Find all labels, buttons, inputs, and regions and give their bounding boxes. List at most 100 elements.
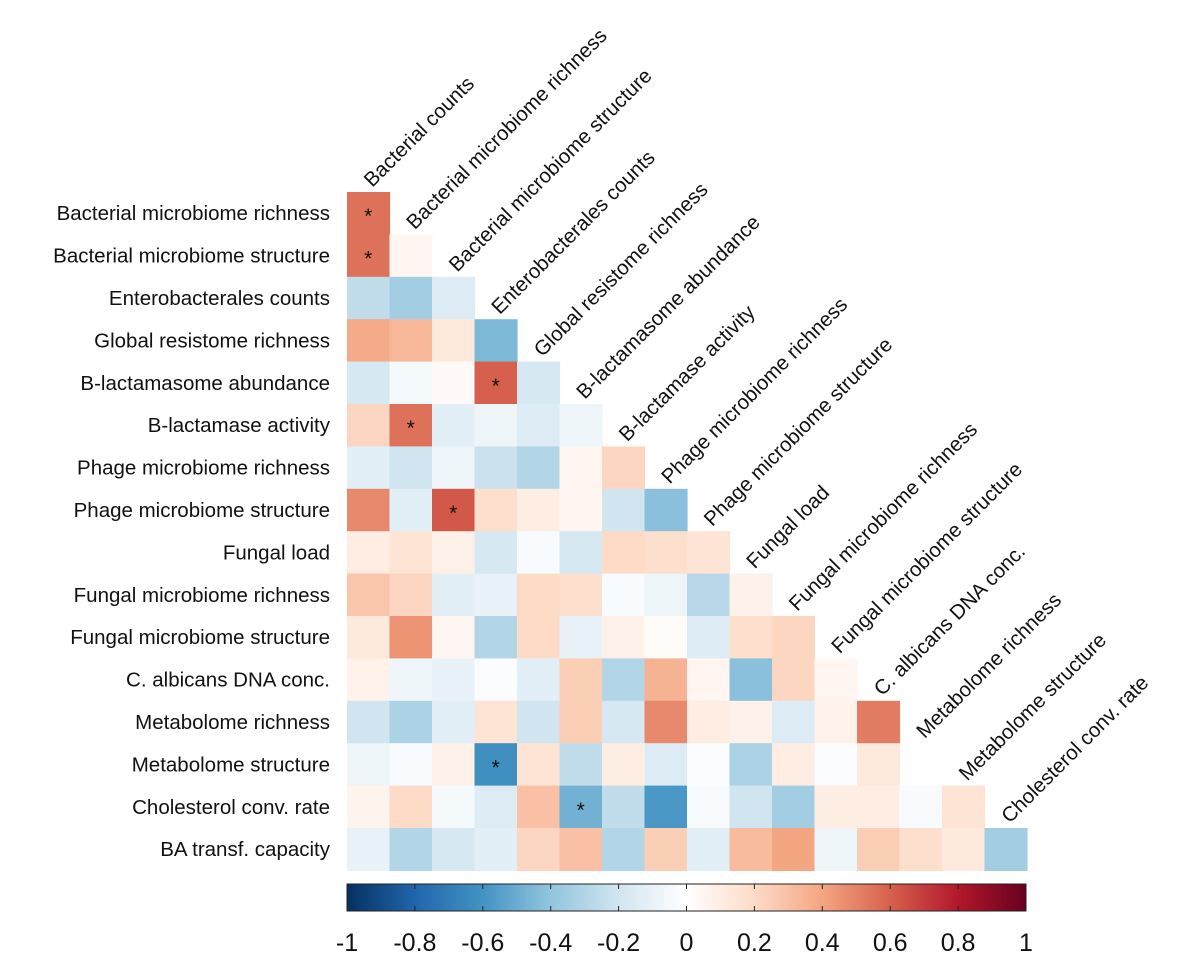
colorbar-tick-label: 0.4 (805, 929, 840, 956)
heatmap-cell-r11-c7 (644, 658, 688, 702)
row-label: B-lactamase activity (148, 414, 331, 437)
column-label: Metabolome structure (955, 629, 1111, 785)
heatmap-cell-r5-c4 (517, 404, 561, 447)
heatmap-cell-r14-c11 (814, 785, 858, 829)
heatmap-cell-r12-c11 (814, 700, 858, 744)
row-label: Phage microbiome structure (74, 499, 330, 522)
heatmap-cell-r10-c5 (559, 616, 603, 659)
heatmap-cell-r15-c3 (474, 828, 518, 871)
column-label: Metabolome richness (912, 589, 1066, 743)
significance-marker: * (492, 756, 500, 779)
heatmap-cell-r9-c2 (432, 573, 476, 617)
heatmap-cell-r12-c10 (772, 700, 816, 744)
heatmap-cell-r6-c1 (389, 446, 433, 490)
heatmap-cell-r14-c3 (474, 785, 518, 829)
heatmap-cell-r10-c4 (517, 616, 561, 659)
heatmap-cell-r15-c15 (984, 828, 1028, 871)
significance-marker: * (407, 417, 415, 440)
heatmap-cell-r4-c2 (432, 361, 476, 405)
heatmap-cell-r14-c2 (432, 785, 476, 829)
heatmap-cell-r4-c1 (389, 361, 433, 405)
heatmap-cell-r11-c11 (814, 658, 858, 702)
heatmap-cell-r10-c9 (729, 616, 773, 659)
heatmap-cell-r6-c0 (347, 446, 391, 490)
heatmap-cell-r11-c1 (389, 658, 433, 702)
heatmap-cell-r12-c6 (602, 700, 646, 744)
heatmap-cell-r8-c5 (559, 531, 603, 575)
heatmap-cell-r14-c12 (857, 785, 901, 829)
heatmap-cell-r13-c7 (644, 743, 688, 787)
heatmap-cell-r10-c3 (474, 616, 518, 659)
heatmap-cell-r4-c4 (517, 361, 561, 405)
row-label: Global resistome richness (94, 329, 330, 352)
heatmap-cell-r14-c8 (687, 785, 731, 829)
row-labels: Bacterial microbiome richness Bacterial m… (53, 202, 331, 861)
heatmap-cell-r7-c6 (602, 488, 646, 532)
heatmap-cell-r13-c10 (772, 743, 816, 787)
heatmap-cell-r9-c8 (687, 573, 731, 617)
heatmap-cell-r9-c3 (474, 573, 518, 617)
heatmap-cell-r7-c3 (474, 488, 518, 532)
heatmap-cell-r15-c7 (644, 828, 688, 871)
colorbar-tick-label: -0.4 (529, 929, 572, 956)
heatmap-cell-r13-c0 (347, 743, 391, 787)
heatmap-cell-r12-c8 (687, 700, 731, 744)
heatmap-cell-r7-c4 (517, 488, 561, 532)
heatmap-cell-r5-c3 (474, 404, 518, 447)
heatmap-cell-r15-c12 (857, 828, 901, 871)
heatmap-cell-r2-c0 (347, 276, 391, 320)
heatmap-cell-r4-c0 (347, 361, 391, 405)
heatmap-cell-r14-c9 (729, 785, 773, 829)
row-label: Fungal load (223, 541, 330, 564)
heatmap-cell-r12-c0 (347, 700, 391, 744)
heatmap-cell-r14-c6 (602, 785, 646, 829)
heatmap-cell-r6-c4 (517, 446, 561, 490)
heatmap-cell-r11-c8 (687, 658, 731, 702)
heatmap-cell-r3-c3 (474, 319, 518, 363)
colorbar: -1 -0.8 -0.6 -0.4 -0.2 0 0.2 0.4 0.6 0.8 1 (336, 883, 1033, 956)
heatmap-cell-r15-c11 (814, 828, 858, 871)
heatmap-cell-r8-c2 (432, 531, 476, 575)
heatmap-cell-r13-c5 (559, 743, 603, 787)
heatmap-cell-r13-c3 (474, 743, 518, 787)
heatmap-cell-r3-c0 (347, 319, 391, 363)
column-label: Enterobacterales counts (487, 146, 660, 319)
heatmap-cell-r7-c5 (559, 488, 603, 532)
heatmap-cell-r13-c6 (602, 743, 646, 787)
heatmap-cell-r11-c9 (729, 658, 773, 702)
heatmap-cell-r7-c7 (644, 488, 688, 532)
heatmap-cell-r7-c0 (347, 488, 391, 532)
heatmap-cell-r14-c5 (559, 785, 603, 829)
heatmap-cell-r3-c1 (389, 319, 433, 363)
heatmap-cell-r11-c4 (517, 658, 561, 702)
heatmap-cell-r12-c3 (474, 700, 518, 744)
heatmap-cell-r8-c4 (517, 531, 561, 575)
significance-marker: * (492, 375, 500, 398)
heatmap-cell-r11-c5 (559, 658, 603, 702)
heatmap-cell-r15-c14 (942, 828, 986, 871)
column-label: C. albicans DNA conc. (870, 540, 1030, 700)
heatmap-cell-r9-c4 (517, 573, 561, 617)
row-label: B-lactamasome abundance (80, 372, 330, 395)
colorbar-tick-label: 0.2 (737, 929, 772, 956)
heatmap-cell-r10-c10 (772, 616, 816, 659)
row-label: Fungal microbiome richness (74, 584, 330, 607)
heatmap-cell-r13-c2 (432, 743, 476, 787)
heatmap-cell-r6-c6 (602, 446, 646, 490)
heatmap-cell-r15-c9 (729, 828, 773, 871)
heatmap-cell-r10-c6 (602, 616, 646, 659)
heatmap-cell-r9-c0 (347, 573, 391, 617)
heatmap-cell-r13-c12 (857, 743, 901, 787)
heatmap-cell-r7-c1 (389, 488, 433, 532)
row-label: Fungal microbiome structure (70, 626, 330, 649)
heatmap-cell-r4-c3 (474, 361, 518, 405)
heatmap-cell-r13-c8 (687, 743, 731, 787)
heatmap-cell-r8-c7 (644, 531, 688, 575)
heatmap-cell-r14-c0 (347, 785, 391, 829)
column-label: Global resistome richness (530, 178, 713, 361)
heatmap-cell-r12-c1 (389, 700, 433, 744)
heatmap-cell-r1-c1 (389, 234, 433, 278)
row-label: Cholesterol conv. rate (132, 796, 330, 819)
colorbar-tick-label: 0 (680, 929, 694, 956)
heatmap-cell-r11-c10 (772, 658, 816, 702)
